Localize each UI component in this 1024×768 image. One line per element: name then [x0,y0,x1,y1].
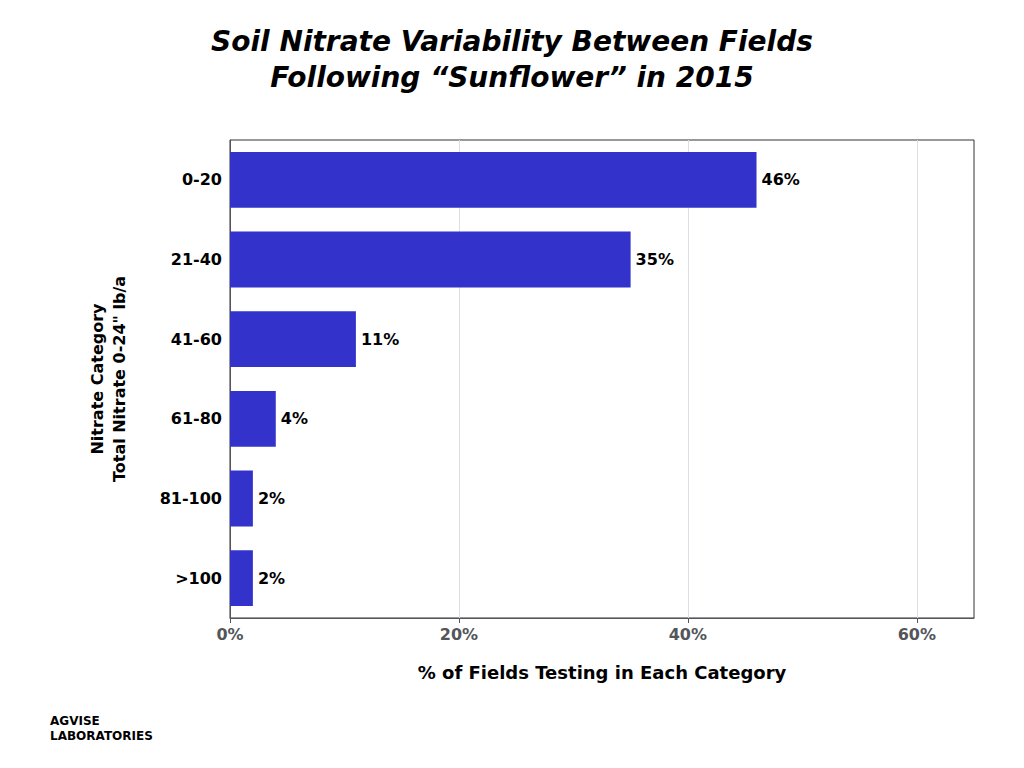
svg-text:2%: 2% [258,489,285,508]
svg-text:2%: 2% [258,569,285,588]
svg-text:Total Nitrate 0-24" lb/a: Total Nitrate 0-24" lb/a [110,276,129,482]
svg-text:11%: 11% [361,330,399,349]
svg-text:60%: 60% [898,625,936,644]
svg-text:>100: >100 [175,569,222,588]
svg-text:61-80: 61-80 [171,409,222,428]
svg-text:Soil Nitrate Variability Betwe: Soil Nitrate Variability Between Fields [211,25,813,58]
svg-text:35%: 35% [636,250,674,269]
svg-text:21-40: 21-40 [171,250,222,269]
svg-text:41-60: 41-60 [171,330,222,349]
svg-text:% of Fields Testing in Each Ca: % of Fields Testing in Each Category [418,662,787,683]
svg-text:81-100: 81-100 [160,489,222,508]
svg-text:Nitrate Category: Nitrate Category [88,303,107,455]
svg-text:0%: 0% [216,625,243,644]
svg-text:40%: 40% [669,625,707,644]
svg-text:46%: 46% [762,170,800,189]
svg-text:0-20: 0-20 [182,170,222,189]
svg-text:Following “Sunflower” in 2015: Following “Sunflower” in 2015 [270,61,753,94]
svg-text:LABORATORIES: LABORATORIES [50,729,153,743]
svg-text:20%: 20% [440,625,478,644]
svg-text:AGVISE: AGVISE [50,714,100,728]
svg-text:4%: 4% [281,409,308,428]
